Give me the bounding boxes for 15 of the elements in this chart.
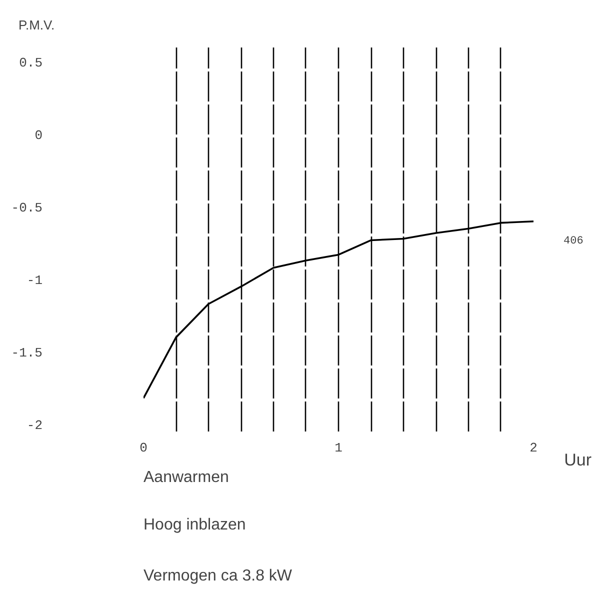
text: Aanwarmen — [144, 469, 229, 486]
text: Vermogen ca 3.8 kW — [144, 568, 293, 584]
y-tick-label: -1 — [26, 272, 43, 288]
text: Hoog inblazen — [144, 516, 246, 534]
y-tick-label: -2 — [26, 418, 43, 433]
x-tick-label: 2 — [530, 440, 538, 456]
y-axis-title: P.M.V. — [18, 18, 55, 32]
x-tick-label: 1 — [334, 440, 343, 456]
x-tick-label: 0 — [140, 440, 148, 456]
y-tick-label: -1.5 — [11, 345, 43, 360]
y-tick-label: -0.5 — [11, 200, 43, 216]
x-axis-title: Uur — [564, 450, 592, 470]
y-tick-label: 0.5 — [19, 55, 42, 70]
y-tick-label: 0 — [34, 128, 43, 143]
text: 406 — [564, 236, 584, 248]
